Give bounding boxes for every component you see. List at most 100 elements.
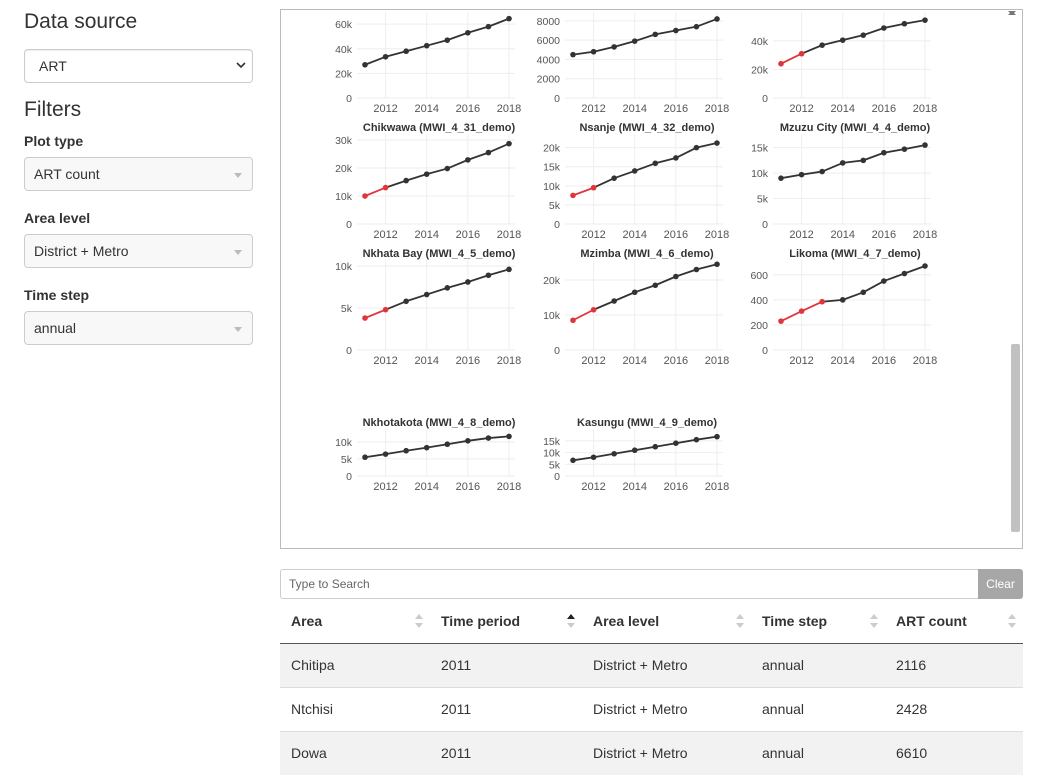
- data-point: [860, 289, 867, 296]
- sort-icon: [736, 614, 744, 628]
- panel-title: Likoma (MWI_4_7_demo): [789, 248, 921, 260]
- table-cell: annual: [751, 642, 885, 687]
- data-point: [881, 25, 887, 31]
- x-tick-label: 2012: [789, 229, 813, 241]
- data-point: [714, 433, 720, 440]
- table-row[interactable]: Ntchisi 2011 District + Metro annual 242…: [280, 686, 1023, 731]
- panel-title: Mzuzu City (MWI_4_4_demo): [780, 122, 931, 134]
- x-tick-label: 2016: [456, 229, 480, 241]
- y-tick-label: 0: [762, 219, 768, 231]
- series-segment: [446, 159, 469, 170]
- data-point: [714, 140, 720, 146]
- y-tick-label: 5k: [549, 459, 561, 471]
- table-row[interactable]: Dowa 2011 District + Metro annual 6610: [280, 730, 1023, 775]
- scroll-thumb[interactable]: [1011, 344, 1020, 532]
- area-level-value: District + Metro: [34, 243, 129, 259]
- data-source-select[interactable]: ART: [24, 49, 253, 83]
- y-tick-label: 0: [554, 345, 560, 357]
- y-tick-label: 4000: [537, 54, 561, 66]
- column-header-area[interactable]: Area: [280, 599, 430, 644]
- series-segment: [696, 263, 718, 271]
- clear-button[interactable]: Clear: [978, 569, 1023, 599]
- series-segment: [572, 50, 594, 56]
- data-point: [839, 297, 846, 303]
- data-point: [839, 37, 846, 43]
- data-point: [901, 146, 908, 152]
- data-point: [590, 48, 597, 55]
- series-segment: [883, 148, 905, 154]
- series-segment: [821, 39, 843, 47]
- time-step-value: annual: [34, 320, 77, 336]
- data-point: [673, 440, 679, 447]
- series-segment: [780, 52, 802, 65]
- data-point: [485, 23, 492, 30]
- x-tick-label: 2016: [664, 103, 688, 115]
- column-header-time-period[interactable]: Time period: [430, 599, 582, 644]
- series-segment: [634, 162, 656, 172]
- data-point: [922, 17, 928, 23]
- series-segment: [405, 173, 427, 182]
- series-segment: [675, 146, 697, 159]
- x-tick-label: 2014: [414, 103, 438, 115]
- x-tick-label: 2012: [581, 481, 605, 493]
- sort-icon: [1008, 614, 1016, 628]
- data-point: [881, 149, 887, 156]
- series-segment: [426, 443, 448, 449]
- dropdown-arrow-icon: [234, 250, 242, 255]
- data-point: [423, 444, 430, 451]
- series-segment: [655, 157, 677, 165]
- y-tick-label: 10k: [751, 168, 769, 180]
- column-header-label: Area: [291, 612, 323, 629]
- search-input[interactable]: [280, 569, 979, 599]
- series-segment: [488, 17, 510, 28]
- area-level-select[interactable]: District + Metro: [24, 234, 253, 268]
- series-segment: [426, 167, 448, 176]
- table-cell: Chitipa: [280, 642, 430, 687]
- table-cell: 2011: [430, 730, 582, 775]
- series-segment: [801, 300, 823, 312]
- plot-type-select[interactable]: ART count: [24, 157, 253, 191]
- data-point: [403, 177, 409, 184]
- x-tick-label: 2016: [664, 355, 688, 367]
- y-tick-label: 40k: [335, 44, 353, 56]
- panel-title: Chikwawa (MWI_4_31_demo): [363, 122, 516, 134]
- y-tick-label: 30k: [335, 135, 353, 147]
- series-segment: [883, 272, 905, 282]
- x-tick-label: 2016: [872, 229, 896, 241]
- column-header-area-level[interactable]: Area level: [582, 599, 751, 644]
- series-segment: [572, 456, 594, 462]
- data-point: [362, 454, 368, 461]
- data-point: [403, 298, 409, 305]
- x-tick-label: 2014: [830, 355, 854, 367]
- y-tick-label: 0: [346, 93, 352, 105]
- series-segment: [822, 298, 843, 303]
- y-tick-label: 5k: [341, 303, 353, 315]
- x-tick-label: 2014: [622, 355, 646, 367]
- data-point: [570, 317, 576, 324]
- y-tick-label: 5k: [549, 200, 561, 212]
- column-header-art-count[interactable]: ART count: [885, 599, 1023, 644]
- data-point: [860, 32, 867, 38]
- plot-scrollbar[interactable]: [1008, 10, 1022, 548]
- table-row[interactable]: Chitipa 2011 District + Metro annual 211…: [280, 642, 1023, 687]
- scroll-down-icon[interactable]: [1008, 10, 1016, 16]
- y-tick-label: 400: [750, 295, 768, 307]
- data-point: [590, 306, 597, 313]
- data-point: [652, 443, 659, 450]
- series-segment: [634, 445, 656, 452]
- series-segment: [862, 151, 885, 162]
- data-point: [611, 44, 617, 50]
- series-segment: [904, 265, 926, 275]
- time-step-select[interactable]: annual: [24, 311, 253, 345]
- series-segment: [655, 29, 677, 36]
- column-header-time-step[interactable]: Time step: [751, 599, 885, 644]
- data-point: [444, 165, 451, 172]
- x-tick-label: 2012: [789, 355, 813, 367]
- series-segment: [613, 40, 635, 48]
- x-tick-label: 2016: [872, 355, 896, 367]
- series-segment: [467, 25, 489, 34]
- y-tick-label: 0: [346, 345, 352, 357]
- series-segment: [675, 438, 697, 445]
- y-tick-label: 10k: [335, 191, 353, 203]
- plot-panel[interactable]: 2012 2014 2016 2018 0 20k 40k 60k 2012 2014 2016 20…: [280, 9, 1023, 549]
